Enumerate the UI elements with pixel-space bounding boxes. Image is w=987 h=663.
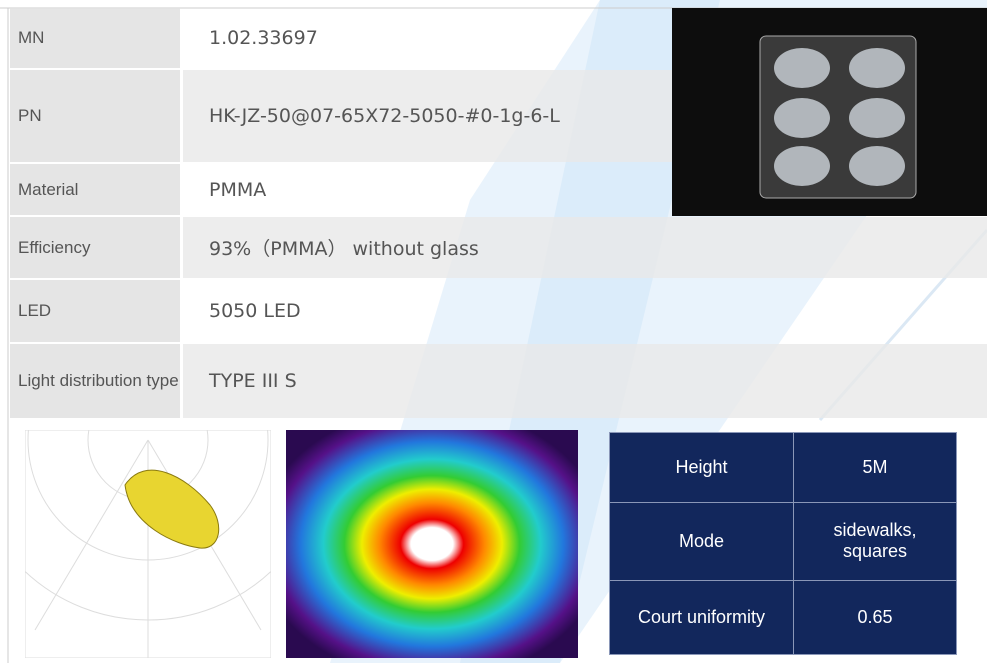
parameter-label: Mode xyxy=(609,502,794,581)
spec-label: Efficiency xyxy=(10,217,180,278)
spec-label: LED xyxy=(10,280,180,342)
spec-row: Light distribution type TYPE III S xyxy=(10,344,987,418)
product-photo xyxy=(672,8,987,216)
spec-row: LED 5050 LED xyxy=(10,280,987,342)
parameter-value: 5M xyxy=(793,431,957,504)
parameter-value: sidewalks, squares xyxy=(793,502,957,581)
spec-label: Material xyxy=(10,164,180,215)
spec-label: Light distribution type xyxy=(10,344,180,418)
spec-label: MN xyxy=(10,8,180,68)
parameter-row: Court uniformity 0.65 xyxy=(609,579,957,656)
spec-row: MN 1.02.33697 xyxy=(10,8,987,68)
illuminance-map xyxy=(286,430,578,658)
parameter-label: Court uniformity xyxy=(609,579,794,656)
spec-value: 1.02.33697 xyxy=(209,27,318,49)
spec-value: 5050 LED xyxy=(209,300,301,322)
spec-row: Efficiency 93%（PMMA） without glass xyxy=(10,217,987,278)
spec-row: Material PMMA xyxy=(10,164,987,215)
spec-value: PMMA xyxy=(209,178,267,201)
spec-label: PN xyxy=(10,70,180,162)
parameter-row: Height 5M xyxy=(609,431,957,504)
polar-diagram xyxy=(25,430,271,658)
spec-value: 93%（PMMA） without glass xyxy=(183,217,987,278)
parameter-table: Height 5M Mode sidewalks, squares Court unif… xyxy=(609,431,957,656)
spec-value: TYPE III S xyxy=(183,344,987,418)
parameter-row: Mode sidewalks, squares xyxy=(609,502,957,581)
parameter-label: Height xyxy=(609,431,794,504)
parameter-value: 0.65 xyxy=(793,579,957,656)
